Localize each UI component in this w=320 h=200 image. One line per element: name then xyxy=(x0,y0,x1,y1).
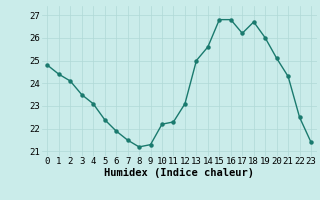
X-axis label: Humidex (Indice chaleur): Humidex (Indice chaleur) xyxy=(104,168,254,178)
